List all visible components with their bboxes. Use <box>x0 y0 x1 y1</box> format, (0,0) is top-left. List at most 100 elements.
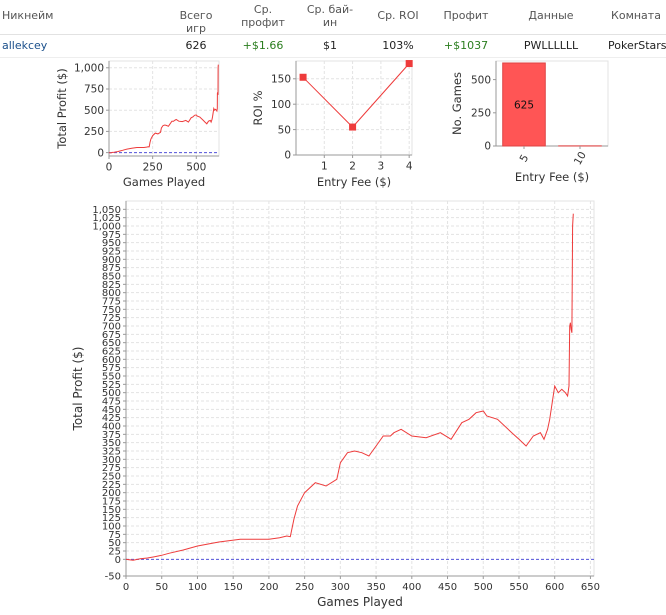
cell-total-games: 626 <box>185 39 207 52</box>
large-profit-y-tick-label: 525 <box>102 380 121 391</box>
large-profit-x-tick-label: 600 <box>545 582 564 593</box>
large-profit-y-tick-label: 200 <box>102 488 121 499</box>
roi-by-fee-data-point <box>349 123 357 131</box>
large-profit-x-tick-label: 350 <box>367 582 386 593</box>
roi-by-fee-data-point <box>405 60 413 68</box>
large-profit-y-tick-label: 1,050 <box>92 205 121 216</box>
large-profit-y-tick-label: 1,000 <box>92 222 121 233</box>
large-profit-y-tick-label: 300 <box>102 455 121 466</box>
small-profit-x-tick-label: 500 <box>186 162 206 174</box>
small-profit-y-tick-label: 250 <box>84 126 104 138</box>
roi-by-fee-x-axis-label: Entry Fee ($) <box>317 175 391 189</box>
small-profit-x-axis-label: Games Played <box>123 175 205 189</box>
small-profit-x-tick-label: 0 <box>106 162 113 174</box>
games-by-fee-y-tick-label: 500 <box>471 74 491 86</box>
small-profit-plot <box>106 60 220 159</box>
large-profit-x-tick-label: 550 <box>509 582 528 593</box>
roi-by-fee-plot-border <box>295 60 413 156</box>
roi-by-fee-y-tick-label: 100 <box>271 99 291 111</box>
games-by-fee-x-tick-label: 5 <box>518 153 532 165</box>
large-profit-y-tick-label: 150 <box>102 505 121 516</box>
col-room[interactable]: Комната <box>611 9 661 22</box>
large-profit-y-tick-label: 450 <box>102 405 121 416</box>
large-profit-x-tick-label: 150 <box>224 582 243 593</box>
large-profit-y-tick-label: 575 <box>102 363 121 374</box>
col-profit[interactable]: Профит <box>443 9 489 22</box>
col-total-games[interactable]: Всего игр <box>179 9 213 35</box>
large-profit-y-tick-label: 750 <box>102 305 121 316</box>
roi-by-fee-data-point <box>299 73 307 81</box>
roi-by-fee-y-tick-label: 50 <box>278 124 291 136</box>
large-profit-y-tick-label: 675 <box>102 330 121 341</box>
games-by-fee-bar <box>502 62 546 147</box>
large-profit-y-tick-label: 825 <box>102 280 121 291</box>
roi-by-fee-x-tick-label: 3 <box>378 161 385 173</box>
col-avg-profit[interactable]: Ср. профит <box>236 3 290 29</box>
large-profit-y-tick-label: 650 <box>102 338 121 349</box>
large-profit-y-tick-label: 725 <box>102 313 121 324</box>
table-header: Никнейм Всего игр Ср. профит Ср. бай- ин… <box>0 0 666 35</box>
large-profit-y-tick-label: 550 <box>102 372 121 383</box>
large-profit-y-tick-label: 900 <box>102 255 121 266</box>
games-by-fee-bar-value-label: 625 <box>514 99 534 111</box>
player-nickname-link[interactable]: allekcey <box>2 39 48 52</box>
small-profit-y-tick-label: 0 <box>97 147 104 159</box>
large-profit-x-tick-label: 500 <box>474 582 493 593</box>
games-by-fee-x-axis-label: Entry Fee ($) <box>515 170 589 184</box>
col-avg-buyin[interactable]: Ср. бай- ин <box>300 3 360 29</box>
large-profit-y-tick-label: 975 <box>102 230 121 241</box>
small-profit-y-tick-label: 500 <box>84 105 104 117</box>
cell-avg-buyin: $1 <box>323 39 337 52</box>
large-profit-y-tick-label: 875 <box>102 263 121 274</box>
games-by-fee-plot <box>493 60 609 149</box>
small-profit-y-tick-label: 750 <box>84 84 104 96</box>
large-profit-y-tick-label: 250 <box>102 472 121 483</box>
large-profit-x-tick-label: 50 <box>155 582 168 593</box>
large-profit-x-tick-label: 100 <box>188 582 207 593</box>
small-profit-x-tick-label: 250 <box>143 162 163 174</box>
large-profit-y-tick-label: 700 <box>102 322 121 333</box>
col-nickname[interactable]: Никнейм <box>2 9 54 22</box>
large-profit-y-tick-label: 100 <box>102 522 121 533</box>
large-profit-plot <box>123 200 595 579</box>
large-profit-series-line <box>125 213 574 561</box>
large-profit-y-tick-label: 950 <box>102 238 121 249</box>
col-avg-buyin-line2: ин <box>322 16 338 29</box>
large-profit-y-tick-label: 350 <box>102 438 121 449</box>
large-profit-y-tick-label: 925 <box>102 247 121 258</box>
large-profit-x-tick-label: 650 <box>581 582 600 593</box>
table-row: allekcey 626 +$1.66 $1 103% +$1037 PWLLL… <box>0 35 666 58</box>
roi-by-fee-y-tick-label: 0 <box>284 150 291 162</box>
large-profit-y-tick-label: 275 <box>102 463 121 474</box>
large-profit-y-tick-label: 600 <box>102 355 121 366</box>
col-avg-roi[interactable]: Ср. ROI <box>377 9 419 22</box>
roi-by-fee-x-tick-label: 1 <box>321 161 328 173</box>
large-profit-y-axis-label: Total Profit ($) <box>71 347 85 432</box>
small-profit-plot-border <box>108 60 220 157</box>
games-by-fee-y-axis-label: No. Games <box>450 72 464 135</box>
large-profit-y-tick-label: 75 <box>108 530 121 541</box>
large-profit-y-tick-label: 25 <box>108 547 121 558</box>
games-by-fee-x-tick-label: 10 <box>572 150 589 168</box>
roi-by-fee-plot <box>293 60 413 158</box>
cell-room: PokerStars <box>608 39 666 52</box>
col-data[interactable]: Данные <box>528 9 574 22</box>
large-profit-x-tick-label: 400 <box>402 582 421 593</box>
col-avg-profit-line2: профит <box>241 16 285 29</box>
small-profit-y-tick-label: 1,000 <box>74 62 104 74</box>
large-profit-y-tick-label: 500 <box>102 388 121 399</box>
large-profit-y-tick-label: 225 <box>102 480 121 491</box>
roi-by-fee-y-tick-label: 150 <box>271 73 291 85</box>
large-profit-x-tick-label: 450 <box>438 582 457 593</box>
large-profit-x-tick-label: 300 <box>331 582 350 593</box>
small-profit-y-axis-label: Total Profit ($) <box>55 68 69 149</box>
roi-by-fee-series-line <box>302 63 410 128</box>
cell-avg-profit: +$1.66 <box>242 39 284 52</box>
large-profit-y-tick-label: 175 <box>102 497 121 508</box>
col-avg-buyin-line1: Ср. бай- <box>306 3 354 16</box>
large-profit-x-tick-label: 250 <box>295 582 314 593</box>
large-profit-y-tick-label: 375 <box>102 430 121 441</box>
large-profit-y-tick-label: 400 <box>102 422 121 433</box>
large-profit-x-tick-label: 200 <box>259 582 278 593</box>
